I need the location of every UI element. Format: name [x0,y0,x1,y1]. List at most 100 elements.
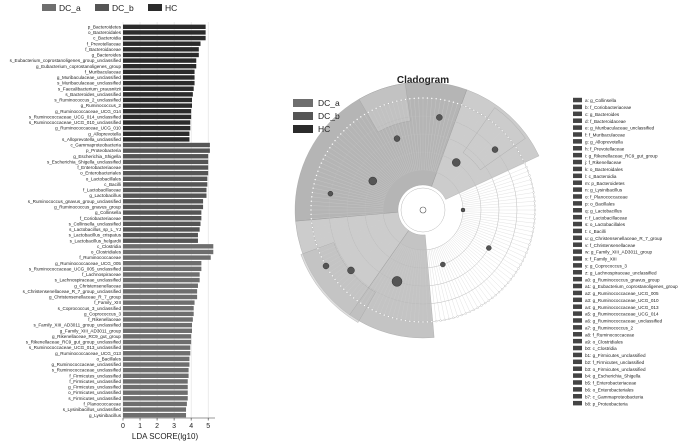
cladogram-leaf-node [316,247,319,250]
cladogram-branch [441,110,474,175]
cladogram-leaf-node [400,99,403,102]
cladogram-legend-label: HC [318,124,330,134]
cladogram-branch [357,242,400,301]
lda-bar-label: g_Coprococcus_3 [84,311,121,316]
cladogram-leaf-node [468,107,471,110]
cladogram-branch [375,246,407,312]
cladogram-leaf-node [314,178,317,181]
cladogram-leaf-node [494,294,497,297]
lda-bar [123,244,214,249]
cladogram-leaf-node [517,150,520,153]
lda-bar [123,412,187,418]
cladogram-branch [455,233,514,276]
key-swatch [573,270,582,275]
cladogram-branch [460,222,530,245]
cladogram-leaf-node [313,182,316,185]
cladogram-branch [368,244,404,308]
lda-bar [123,97,192,103]
cladogram-leaf-node [491,120,494,124]
cladogram-leaf-node [525,251,528,254]
key-swatch [573,352,582,358]
lda-bar [123,238,198,243]
lda-bar-label: f_Firmicutes_unclassified [69,379,121,384]
lda-bar-label: g_Ruminococcus_gnavus_group [54,205,121,210]
lda-bar [123,345,191,350]
lda-bar-label: s_Coprococcus_3_unclassified [58,306,122,311]
lda-bar-label: s_Lactobacillus_crispatus [69,233,122,238]
key-swatch [573,304,582,309]
cladogram-branch [337,137,393,185]
cladogram-branch [462,196,535,206]
lda-bar-label: f_Ruminococcaceae [79,255,121,260]
cladogram-leaf-node [439,319,442,322]
cladogram-enriched-node [436,114,443,121]
lda-bar [123,210,202,215]
legend-swatch [148,4,162,11]
cladogram-enriched-node [491,146,499,153]
cladogram-leaf-node [356,118,359,121]
lda-bar [123,35,206,41]
key-swatch [573,400,582,406]
cladogram-leaf-node [312,230,315,233]
cladogram-leaf-node [521,158,524,161]
lda-bar [123,204,204,210]
cladogram-branch [442,112,478,176]
lda-bar [123,317,193,322]
key-label: i: g_Rikenellaceae_RC9_gut_group [585,153,658,158]
cladogram-leaf-node [472,308,475,311]
cladogram-leaf-node [379,312,382,315]
cladogram-leaf-node [363,113,366,116]
cladogram-leaf-node [527,170,530,173]
cladogram-leaf-node [352,120,355,124]
lda-bar-label: c_Gammaproteobacteria [70,143,121,148]
cladogram-branch [353,121,399,179]
cladogram-branch [343,238,395,290]
cladogram-branch [452,237,506,287]
key-label: n: g_Lysinibacillus [585,188,623,193]
cladogram-branch [450,239,500,293]
cladogram-leaf-node [310,222,313,225]
key-label: a0: g_Ruminococcus_gnavus_group [585,277,660,282]
cladogram-leaf-node [519,263,522,266]
cladogram-leaf-node [391,316,394,319]
key-label: p: o_Bacillales [585,202,615,207]
legend-label: DC_a [59,3,81,13]
lda-bar [123,277,200,283]
cladogram-leaf-node [456,315,459,318]
lda-bar-label: s_Faecalibacterium_prausnitzii [58,86,121,91]
lda-bar [123,142,210,148]
cladogram-leaf-node [371,109,374,112]
cladogram-leaf-node [484,115,487,118]
cladogram-branch [353,241,399,299]
cladogram-branch [409,249,419,322]
lda-bar-label: s_Lachnospiraceae_unclassified [55,278,122,283]
legend-label: HC [165,3,177,13]
cladogram-branch [317,223,386,249]
cladogram-leaf-node [430,97,433,100]
cladogram-leaf-node [476,111,479,114]
lda-bar [123,255,211,260]
cladogram-leaf-node [320,255,323,258]
lda-bar [123,86,194,91]
cladogram-leaf-node [314,239,317,242]
lda-bar-label: g_Ruminococcaceae_UCG_014 [55,109,121,114]
cladogram-branch [451,238,503,290]
legend-label: DC_b [112,3,134,13]
cladogram-branch [392,102,413,172]
key-label: k: o_Bacteroidales [585,167,623,172]
cladogram-leaf-node [375,310,378,313]
cladogram-leaf-node [333,278,337,281]
cladogram-leaf-node [530,182,533,185]
lda-bar-label: o_Lactobacillales [86,176,122,181]
lda-bar [123,182,208,187]
cladogram-branch [461,219,532,237]
lda-bar-label: o_Firmicutes_unclassified [68,390,121,395]
cladogram-branch [414,249,421,322]
clade-sector [431,89,540,200]
cladogram-branch [327,151,389,190]
cladogram-branch [430,249,445,320]
lda-bar [123,356,190,362]
cladogram-branch [439,108,471,174]
key-swatch [573,166,582,172]
key-swatch [573,125,582,130]
